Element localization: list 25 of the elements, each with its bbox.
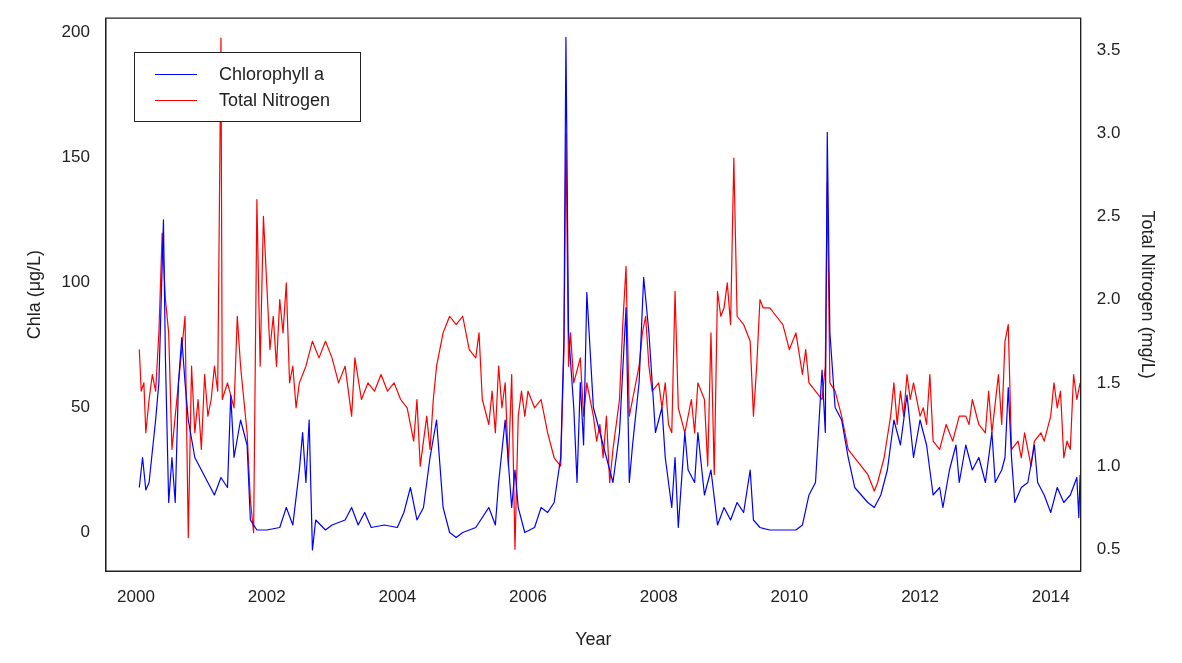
y2-tick-label: 2.5 <box>1096 206 1121 226</box>
x-tick-label: 2004 <box>378 586 417 606</box>
y2-tick-label: 1.5 <box>1096 372 1121 392</box>
x-axis-title: Year <box>575 629 612 650</box>
x-tick-label: 2010 <box>770 586 809 606</box>
y-axis-title: Chla (μg/L) <box>23 249 44 340</box>
y-tick-label: 200 <box>61 22 90 42</box>
x-tick-label: 2002 <box>247 586 286 606</box>
y-tick-label: 50 <box>71 397 90 417</box>
y2-tick-label: 3.5 <box>1096 39 1121 59</box>
x-tick-label: 2006 <box>509 586 547 606</box>
y-tick-label: 150 <box>61 147 90 167</box>
x-tick-label: 2008 <box>639 586 678 606</box>
x-tick-label: 2012 <box>901 586 939 606</box>
y2-tick-label: 0.5 <box>1096 539 1121 559</box>
y-tick-label: 0 <box>80 522 90 542</box>
x-tick-label: 2000 <box>117 586 155 606</box>
legend-label: Total Nitrogen <box>218 89 331 113</box>
y-tick-label: 100 <box>61 272 90 292</box>
y2-tick-label: 3.0 <box>1096 122 1121 142</box>
y2-tick-label: 2.0 <box>1096 289 1121 309</box>
legend-label: Chlorophyll a <box>218 63 325 87</box>
x-tick-label: 2014 <box>1031 586 1070 606</box>
y2-tick-label: 1.0 <box>1096 455 1121 475</box>
y2-axis-title: Total Nitrogen (mg/L) <box>1138 210 1159 379</box>
